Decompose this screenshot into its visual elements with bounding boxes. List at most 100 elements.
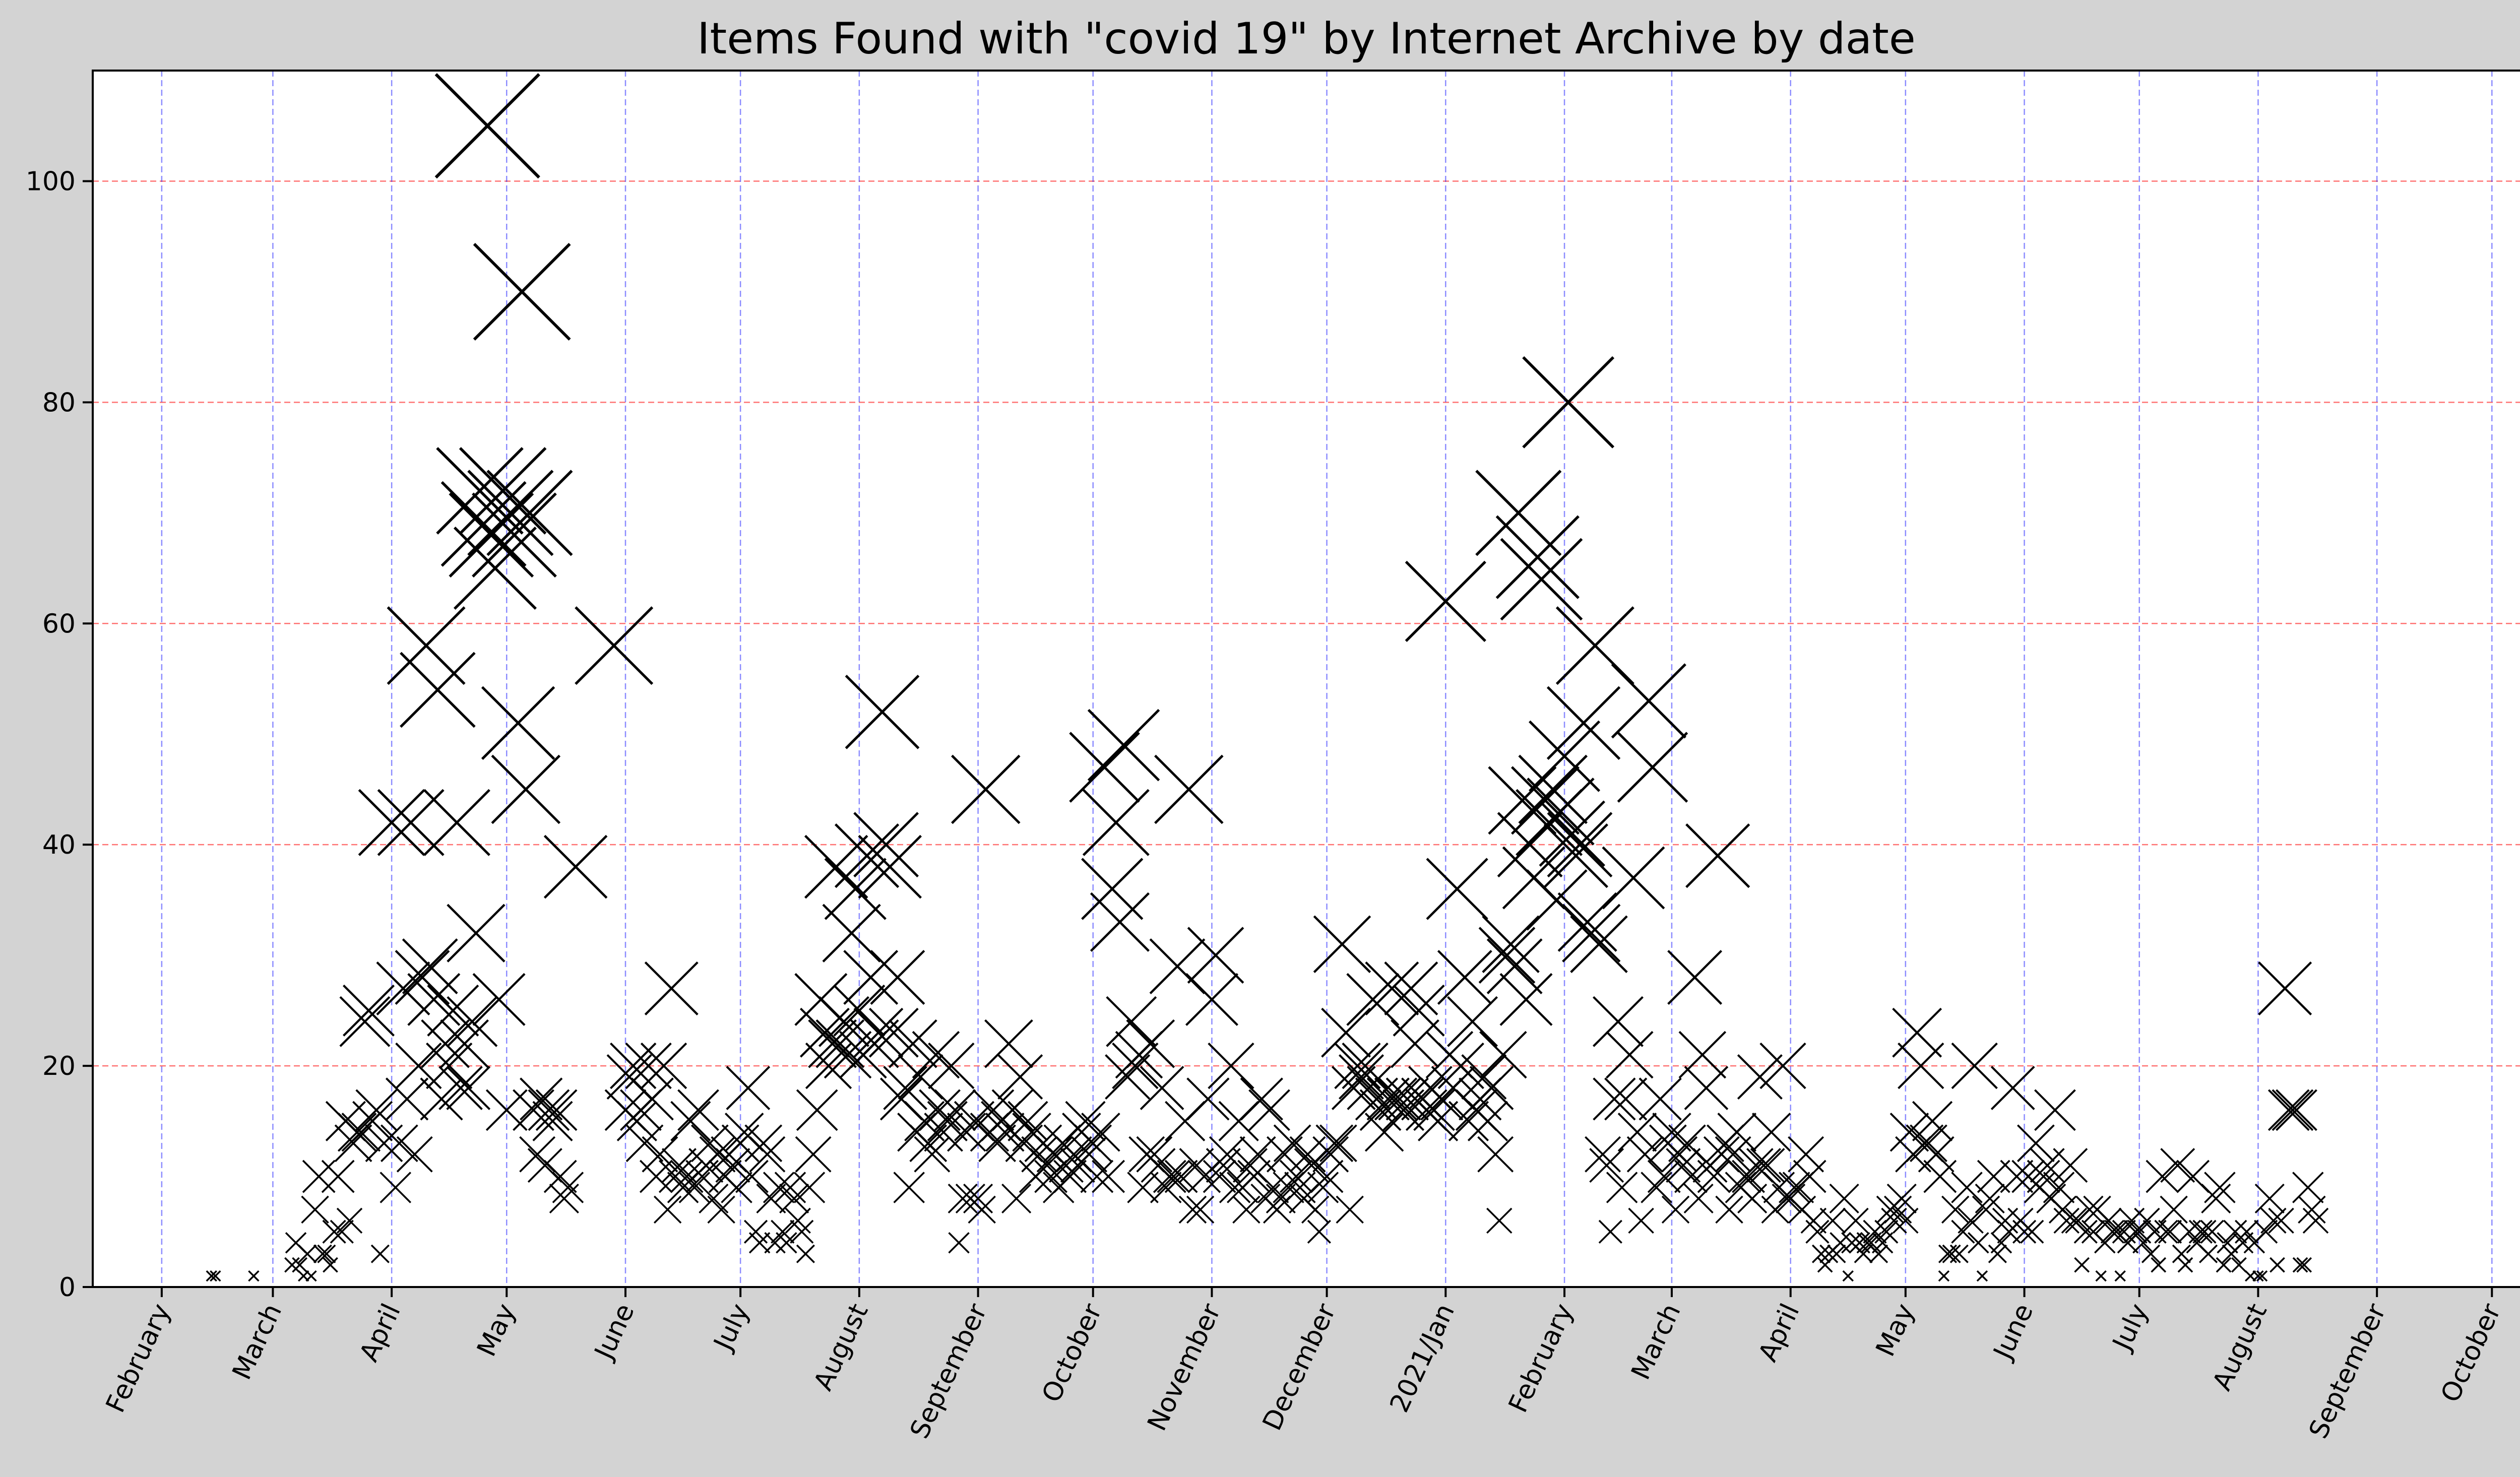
data-point-marker xyxy=(1942,1244,1961,1263)
data-point-marker xyxy=(1127,1172,1159,1203)
data-point-marker xyxy=(1279,1160,1313,1193)
data-point-marker xyxy=(1893,1207,1919,1234)
data-point-marker xyxy=(2254,1219,2278,1244)
grid-lines xyxy=(93,71,2520,1287)
data-point-marker xyxy=(1661,1195,1690,1224)
data-point-marker xyxy=(339,996,391,1047)
data-point-marker xyxy=(793,1172,826,1203)
y-tick-label: 40 xyxy=(42,830,76,860)
data-point-marker xyxy=(1976,1270,1988,1282)
data-point-marker xyxy=(206,1270,217,1282)
data-point-marker xyxy=(1805,1219,1830,1244)
data-point-marker xyxy=(491,754,561,824)
data-point-marker xyxy=(380,1172,411,1203)
data-point-marker xyxy=(1319,1124,1357,1163)
data-point-marker xyxy=(1938,1270,1950,1282)
data-point-marker xyxy=(440,1019,489,1068)
data-point-marker xyxy=(2298,1195,2326,1224)
data-point-marker xyxy=(1447,996,1498,1047)
data-point-marker xyxy=(1049,1148,1084,1183)
data-point-marker xyxy=(2200,1219,2224,1244)
data-point-marker xyxy=(2223,1219,2247,1244)
data-point-marker xyxy=(1206,1148,1241,1183)
data-point-marker xyxy=(883,1066,927,1110)
data-point-marker xyxy=(1185,973,1238,1026)
data-point-marker xyxy=(678,1172,711,1203)
data-point-marker xyxy=(400,652,476,728)
data-point-marker xyxy=(1106,996,1157,1047)
data-point-marker xyxy=(1759,1042,1806,1089)
data-point-marker xyxy=(1178,1195,1207,1224)
y-tick-label: 60 xyxy=(42,609,76,639)
data-point-marker xyxy=(1977,1160,2010,1193)
data-point-marker xyxy=(928,1042,975,1089)
data-point-marker xyxy=(744,1124,783,1163)
data-point-marker xyxy=(1346,973,1400,1026)
data-point-marker xyxy=(321,1160,355,1193)
data-point-marker xyxy=(1683,1183,1714,1213)
data-point-marker xyxy=(1951,1219,1975,1244)
data-point-marker xyxy=(481,686,555,760)
data-point-marker xyxy=(948,1232,970,1254)
data-point-marker xyxy=(1611,663,1686,739)
data-point-marker xyxy=(1248,1089,1290,1131)
data-point-marker xyxy=(1617,732,1688,803)
data-point-marker xyxy=(2100,1219,2125,1244)
data-point-marker xyxy=(1273,1124,1311,1163)
data-point-marker xyxy=(2256,1270,2268,1282)
data-point-marker xyxy=(284,1257,300,1273)
data-point-marker xyxy=(2204,1172,2236,1203)
data-point-marker xyxy=(2192,1219,2217,1244)
data-point-marker xyxy=(1488,766,1557,835)
data-point-marker xyxy=(528,1089,570,1131)
data-point-marker xyxy=(1074,1124,1112,1163)
data-point-marker xyxy=(358,789,425,856)
data-point-marker xyxy=(2217,1232,2238,1254)
data-point-marker xyxy=(486,470,573,556)
data-point-marker xyxy=(1347,1066,1392,1110)
data-point-marker xyxy=(1030,1148,1064,1183)
data-point-marker xyxy=(749,1136,786,1173)
data-point-marker xyxy=(305,1270,317,1282)
data-point-marker xyxy=(2017,1124,2055,1163)
data-point-marker xyxy=(1001,1183,1032,1213)
data-point-marker xyxy=(1585,1136,1621,1173)
data-point-marker xyxy=(1819,1207,1846,1234)
data-point-marker xyxy=(642,1136,678,1173)
data-point-marker xyxy=(1365,961,1419,1015)
data-point-marker xyxy=(1284,1172,1316,1203)
data-point-marker xyxy=(1750,1148,1785,1183)
data-point-marker xyxy=(2188,1219,2213,1244)
data-point-marker xyxy=(824,1031,872,1079)
data-point-marker xyxy=(1854,1244,1873,1263)
data-point-marker xyxy=(1240,1077,1283,1121)
data-point-marker xyxy=(1355,1077,1399,1121)
data-point-marker xyxy=(1788,1136,1824,1173)
data-point-marker xyxy=(914,1136,951,1173)
data-point-marker xyxy=(313,1244,332,1263)
data-point-marker xyxy=(1606,1172,1638,1203)
data-point-marker xyxy=(934,1089,976,1131)
data-point-marker xyxy=(1405,560,1486,642)
data-point-marker xyxy=(1092,1160,1125,1193)
data-point-marker xyxy=(1500,538,1583,621)
data-point-marker xyxy=(1486,938,1543,994)
y-tick-label: 20 xyxy=(42,1051,76,1081)
data-point-marker xyxy=(1667,950,1723,1005)
data-point-marker xyxy=(1477,1136,1514,1173)
data-point-marker xyxy=(1081,1113,1120,1152)
data-point-marker xyxy=(423,789,490,856)
data-point-marker xyxy=(1071,1136,1108,1173)
data-point-marker xyxy=(2160,1195,2188,1224)
data-point-marker xyxy=(1641,1172,1672,1203)
data-point-marker xyxy=(1988,1244,2007,1263)
data-point-marker xyxy=(1779,1172,1810,1203)
data-point-marker xyxy=(1910,1124,1947,1163)
data-point-marker xyxy=(726,1066,771,1110)
data-point-marker xyxy=(1384,961,1438,1015)
data-point-marker xyxy=(380,1124,418,1163)
data-point-marker xyxy=(1307,1219,1331,1244)
data-point-marker xyxy=(1628,1207,1654,1234)
data-point-marker xyxy=(2160,1148,2195,1183)
